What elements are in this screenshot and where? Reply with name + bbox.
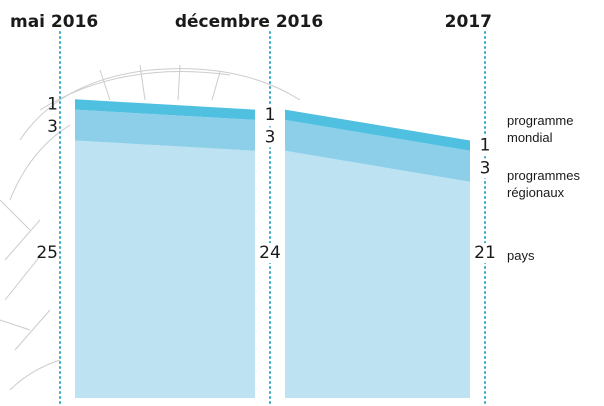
value-label: 3 — [47, 117, 58, 137]
label-bg — [473, 135, 497, 156]
value-label: 1 — [265, 105, 276, 125]
area-segment — [75, 109, 255, 151]
value-label: 1 — [47, 94, 58, 114]
value-label: 1 — [480, 136, 491, 156]
area-segment — [285, 119, 470, 182]
legend-label: programmes régionaux — [507, 168, 580, 200]
area-segment — [75, 99, 255, 120]
period-label: décembre 2016 — [175, 12, 323, 32]
period-label: mai 2016 — [10, 12, 98, 32]
area-segment — [75, 140, 255, 398]
label-bg — [258, 243, 282, 263]
legend-label: programme mondial — [507, 113, 574, 145]
legend-label: pays — [507, 248, 535, 263]
area-segment — [285, 150, 470, 398]
label-bg — [258, 104, 282, 125]
value-label: 3 — [480, 158, 491, 178]
value-label: 3 — [265, 127, 276, 147]
label-bg — [258, 127, 282, 148]
area-segment — [285, 109, 470, 151]
value-label: 21 — [474, 243, 496, 263]
label-bg — [473, 243, 497, 263]
value-label: 25 — [36, 243, 58, 263]
label-bg — [473, 158, 497, 179]
period-label: 2017 — [445, 12, 492, 32]
value-label: 24 — [259, 243, 281, 263]
